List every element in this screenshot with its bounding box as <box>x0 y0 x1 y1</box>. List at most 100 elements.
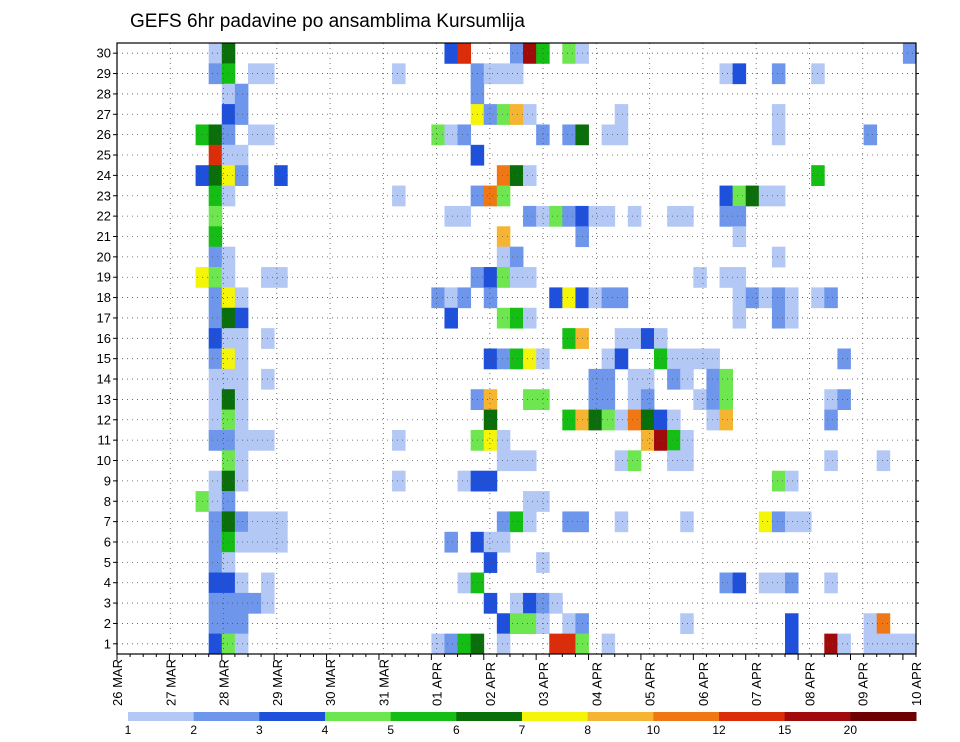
heatmap-cell <box>208 572 223 594</box>
y-tick-label: 16 <box>97 331 111 346</box>
heatmap-cell <box>771 185 786 207</box>
heatmap-cell <box>247 124 262 146</box>
heatmap-cell <box>221 368 236 390</box>
y-tick-label: 5 <box>104 555 111 570</box>
heatmap-cell <box>889 633 904 655</box>
heatmap-cell <box>523 205 537 227</box>
colorbar-label: 1 <box>125 723 132 737</box>
heatmap-cell <box>431 124 445 146</box>
heatmap-cell <box>509 104 524 125</box>
heatmap-cell <box>496 104 511 125</box>
heatmap-cell <box>208 531 223 553</box>
heatmap-cell <box>509 348 524 370</box>
heatmap-cell <box>732 226 747 248</box>
y-tick-label: 18 <box>97 290 111 305</box>
heatmap-cell <box>824 287 838 309</box>
heatmap-cell <box>221 511 236 533</box>
heatmap-cell <box>902 43 917 64</box>
colorbar-segment <box>259 712 326 721</box>
heatmap-cell <box>221 409 236 431</box>
colorbar-segment <box>390 712 457 721</box>
heatmap-cell <box>614 124 629 146</box>
heatmap-cell <box>614 328 629 349</box>
heatmap-cell <box>208 63 223 85</box>
heatmap-cell <box>706 348 720 370</box>
heatmap-cell <box>824 633 838 655</box>
heatmap-cell <box>221 124 236 146</box>
heatmap-cell <box>234 572 249 594</box>
heatmap-cell <box>274 511 288 533</box>
heatmap-cell <box>457 43 472 64</box>
y-tick-label: 11 <box>98 433 112 448</box>
colorbar-label: 4 <box>322 723 329 737</box>
heatmap-cell <box>496 511 511 533</box>
heatmap-cell <box>496 185 511 207</box>
heatmap-cell <box>771 104 786 125</box>
heatmap-cell <box>234 592 249 614</box>
colorbar: 1 2 3 4 5 6 7 8 10 12 15 20 <box>125 712 917 737</box>
heatmap-cell <box>706 409 720 431</box>
heatmap-cell <box>234 328 249 349</box>
heatmap-cell <box>680 348 694 370</box>
x-tick-label: 10 APR <box>909 662 924 706</box>
heatmap-cell <box>234 429 249 451</box>
colorbar-segment <box>522 712 589 721</box>
heatmap-cell <box>562 205 576 227</box>
colorbar-label: 7 <box>519 723 526 737</box>
heatmap-cell <box>483 389 498 410</box>
heatmap-cell <box>614 409 629 431</box>
x-tick-label: 28 MAR <box>217 659 232 706</box>
heatmap-cell <box>667 409 681 431</box>
x-tick-label: 01 APR <box>430 662 445 706</box>
heatmap-cell <box>483 531 498 553</box>
heatmap-cell <box>614 348 629 370</box>
colorbar-segment <box>587 712 654 721</box>
x-tick-label: 06 APR <box>696 662 711 706</box>
heatmap-cell <box>221 267 236 288</box>
heatmap-cell <box>706 368 720 390</box>
heatmap-cell <box>208 307 223 329</box>
colorbar-segment <box>653 712 720 721</box>
heatmap-cell <box>208 185 223 207</box>
heatmap-cell <box>824 409 838 431</box>
heatmap-cells <box>195 43 917 655</box>
heatmap-cell <box>758 572 773 594</box>
heatmap-cell <box>758 287 773 309</box>
x-tick-label: 08 APR <box>802 662 817 706</box>
heatmap-cell <box>863 633 878 655</box>
heatmap-cell <box>667 450 681 472</box>
colorbar-segment <box>325 712 392 721</box>
heatmap-cell <box>824 389 838 410</box>
heatmap-cell <box>667 205 681 227</box>
x-tick-label: 31 MAR <box>376 659 391 706</box>
y-tick-label: 15 <box>97 351 111 366</box>
heatmap-cell <box>483 287 498 309</box>
colorbar-segment <box>128 712 195 721</box>
x-tick-label: 05 APR <box>643 662 658 706</box>
heatmap-cell <box>221 83 236 105</box>
heatmap-cell <box>667 429 681 451</box>
heatmap-cell <box>523 43 537 64</box>
heatmap-cell <box>496 348 511 370</box>
heatmap-cell <box>208 470 223 492</box>
heatmap-cell <box>221 592 236 614</box>
heatmap-cell <box>483 592 498 614</box>
heatmap-cell <box>444 531 458 553</box>
heatmap-cell <box>719 572 734 594</box>
x-tick-label: 29 MAR <box>270 659 285 706</box>
heatmap-cell <box>234 83 249 105</box>
heatmap-cell <box>457 205 472 227</box>
heatmap-cell <box>208 267 223 288</box>
heatmap-cell <box>523 450 537 472</box>
colorbar-label: 5 <box>387 723 394 737</box>
y-tick-label: 29 <box>97 66 111 81</box>
heatmap-cell <box>496 613 511 635</box>
y-tick-label: 3 <box>104 596 111 611</box>
heatmap-cell <box>667 348 681 370</box>
heatmap-cell <box>785 470 799 492</box>
heatmap-cell <box>444 124 458 146</box>
heatmap-cell <box>627 328 642 349</box>
y-tick-label: 24 <box>97 168 111 183</box>
heatmap-cell <box>562 328 576 349</box>
